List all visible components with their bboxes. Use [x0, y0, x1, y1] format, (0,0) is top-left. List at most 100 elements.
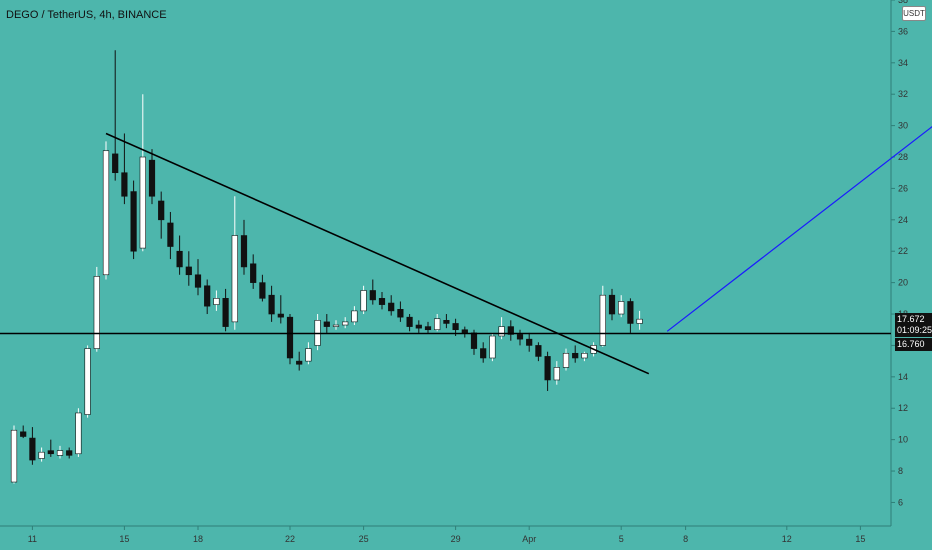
- price-tick-label: 8: [898, 466, 903, 476]
- price-tick-label: 28: [898, 152, 908, 162]
- candle-body: [572, 352, 579, 359]
- current-price-label: 17.672: [897, 314, 925, 324]
- time-tick-label: 18: [193, 534, 203, 544]
- candle-body: [452, 323, 459, 331]
- candle-body: [185, 266, 192, 276]
- candle-body: [618, 301, 625, 315]
- candle-body: [480, 348, 487, 359]
- candle-body: [259, 282, 266, 299]
- candle-body: [360, 290, 367, 312]
- currency-badge[interactable]: USDT: [902, 6, 926, 21]
- candle-body: [38, 451, 45, 459]
- candle-body: [130, 191, 137, 252]
- candle-body: [84, 348, 91, 415]
- candle-body: [66, 450, 73, 456]
- candle-body: [544, 356, 551, 381]
- descending-trendline[interactable]: [105, 132, 650, 375]
- time-tick-label: 5: [619, 534, 624, 544]
- price-tick-label: 12: [898, 403, 908, 413]
- candle-body: [489, 335, 496, 359]
- candle-body: [204, 285, 211, 307]
- price-tick-label: 10: [898, 435, 908, 445]
- time-tick-label: 22: [285, 534, 295, 544]
- candle-body: [102, 150, 110, 276]
- candle-body: [222, 298, 229, 327]
- candle-body: [535, 345, 542, 357]
- candle-body: [388, 302, 395, 312]
- candle-body: [296, 360, 303, 365]
- candle-body: [139, 156, 146, 249]
- projection-arrow[interactable]: [666, 47, 932, 332]
- price-tick-label: 38: [898, 0, 908, 5]
- support-price-tag: 16.760: [895, 338, 932, 351]
- candle-body: [10, 429, 18, 483]
- candle-body: [213, 298, 220, 305]
- candle-body: [167, 222, 174, 247]
- candle-body: [627, 301, 634, 324]
- candle-body: [516, 334, 524, 340]
- candle-body: [158, 200, 165, 221]
- candle-body: [56, 450, 64, 456]
- chart-title: DEGO / TetherUS, 4h, BINANCE: [6, 9, 167, 21]
- candle-body: [277, 313, 284, 318]
- candle-body: [231, 235, 238, 323]
- candle-body: [194, 274, 202, 288]
- price-tick-label: 22: [898, 246, 908, 256]
- candle-body: [507, 326, 514, 335]
- candle-body: [608, 294, 616, 315]
- candle-body: [176, 250, 183, 268]
- candle-body: [351, 310, 358, 323]
- candle-body: [240, 235, 248, 268]
- candlestick-series: [10, 50, 643, 484]
- candle-body: [148, 159, 156, 197]
- candle-body: [342, 321, 349, 326]
- time-tick-label: 12: [782, 534, 792, 544]
- time-tick-label: Apr: [522, 534, 536, 544]
- candle-body: [268, 294, 275, 315]
- candle-body: [112, 153, 119, 174]
- candle-body: [406, 316, 413, 327]
- time-tick-label: 15: [119, 534, 129, 544]
- time-tick-label: 29: [451, 534, 461, 544]
- candle-body: [121, 172, 128, 197]
- support-price-label: 16.760: [897, 339, 925, 349]
- price-tick-label: 6: [898, 497, 903, 507]
- candle-body: [434, 318, 441, 331]
- candle-body: [29, 437, 36, 461]
- candle-body: [526, 338, 533, 346]
- price-tick-label: 36: [898, 26, 908, 36]
- bar-countdown-label: 01:09:25: [897, 325, 932, 335]
- time-tick-label: 25: [359, 534, 369, 544]
- price-tick-label: 26: [898, 183, 908, 193]
- price-tick-label: 32: [898, 89, 908, 99]
- candle-body: [378, 298, 386, 305]
- candle-body: [47, 450, 54, 455]
- arrow-shaft: [666, 126, 932, 332]
- candle-body: [397, 309, 404, 318]
- candle-body: [286, 316, 294, 359]
- candle-body: [75, 412, 82, 455]
- candle-body: [20, 431, 27, 437]
- candle-body: [636, 318, 643, 324]
- time-tick-label: 8: [683, 534, 688, 544]
- time-tick-label: 11: [28, 534, 37, 544]
- current-price-tag: 17.672 01:09:25: [895, 313, 932, 337]
- candle-body: [498, 326, 505, 337]
- time-axis[interactable]: 111518222529Apr581215192225: [28, 526, 932, 544]
- price-tick-label: 14: [898, 372, 908, 382]
- candle-body: [599, 294, 606, 346]
- candle-body: [443, 320, 450, 324]
- price-tick-label: 34: [898, 58, 908, 68]
- candle-body: [553, 367, 560, 381]
- price-tick-label: 20: [898, 278, 908, 288]
- candle-body: [415, 324, 422, 329]
- time-tick-label: 15: [855, 534, 865, 544]
- price-tick-label: 24: [898, 215, 908, 225]
- candle-body: [470, 332, 478, 349]
- candle-body: [250, 263, 257, 283]
- candle-body: [332, 324, 340, 327]
- candle-body: [424, 326, 432, 331]
- candle-body: [562, 352, 570, 368]
